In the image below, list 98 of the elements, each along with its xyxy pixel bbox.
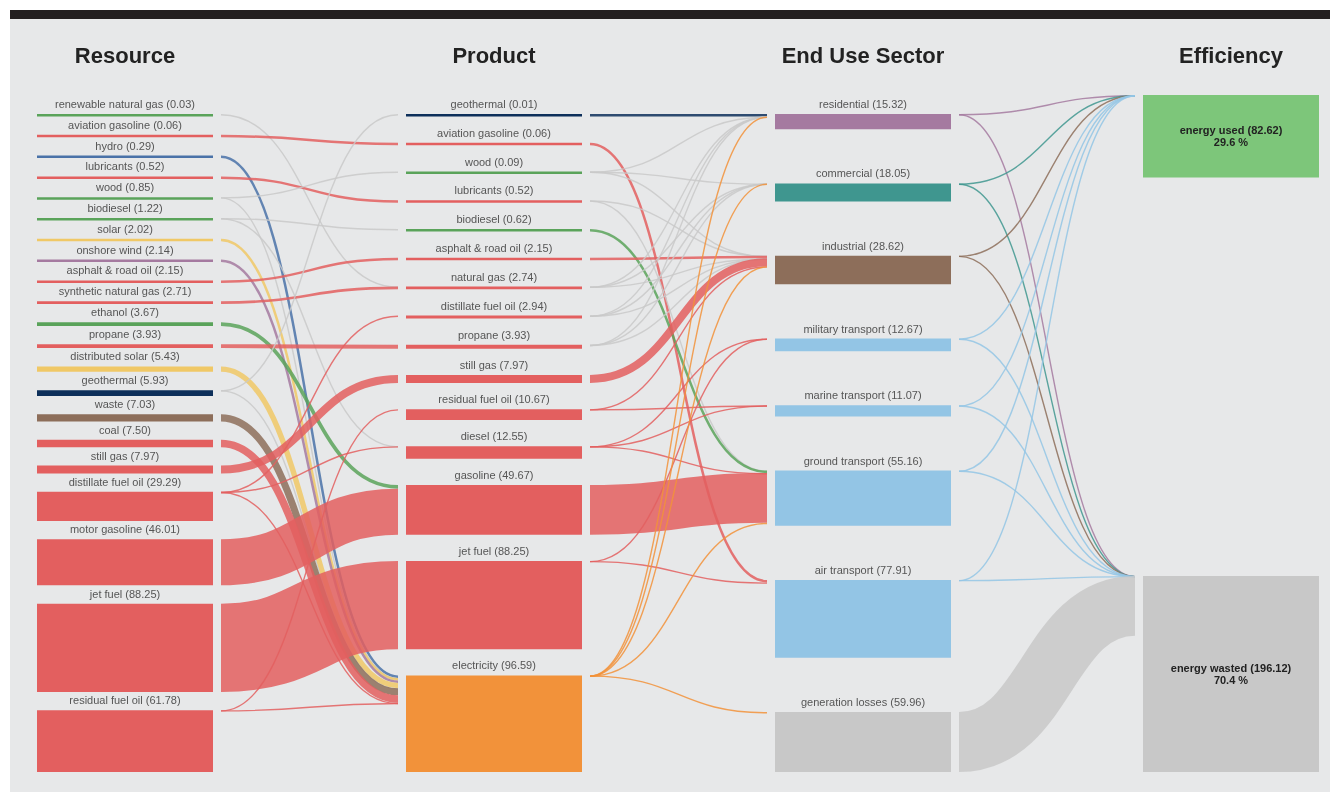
data-label: (196.12) xyxy=(1250,661,1292,674)
category-label: waste xyxy=(94,398,124,411)
category-label: solar xyxy=(97,222,122,235)
data-label: (0.01) xyxy=(508,98,538,110)
category-label: wood xyxy=(464,155,492,168)
category-label: industrial xyxy=(822,239,867,252)
category-label: air transport xyxy=(814,563,874,576)
text: Resource xyxy=(74,43,176,69)
category-label: residual fuel oil xyxy=(438,393,512,406)
category-label: distillate fuel oil xyxy=(440,299,516,312)
category-label: marine transport xyxy=(804,389,885,402)
data-label: (12.67) xyxy=(887,322,923,335)
data-label: (10.67) xyxy=(514,393,550,406)
category-label: still gas xyxy=(459,358,497,371)
data-label: (46.01) xyxy=(145,523,181,536)
data-label: (7.97) xyxy=(499,358,529,371)
category-label: biodiesel xyxy=(87,202,131,214)
category-label: jet fuel xyxy=(458,544,492,557)
category-label: biodiesel xyxy=(456,213,500,226)
data-label: (55.16) xyxy=(887,454,923,467)
data-label: (59.96) xyxy=(890,696,926,709)
category-label: renewable natural gas xyxy=(54,98,164,110)
data-label: (0.85) xyxy=(125,181,155,194)
category-label: asphalt & road oil xyxy=(435,241,521,254)
category-label: propane xyxy=(88,328,130,341)
category-label: gasoline xyxy=(454,468,496,481)
category-label: motor gasoline xyxy=(69,523,143,536)
category-label: ethanol xyxy=(91,306,128,319)
data-label: (0.06) xyxy=(153,118,182,131)
category-label: aviation gasoline xyxy=(68,118,151,131)
data-label: (5.43) xyxy=(150,350,180,363)
data-label: (2.71) xyxy=(162,285,192,298)
text: 70.4 % xyxy=(1212,673,1250,686)
category-label: diesel xyxy=(460,430,490,443)
data-label: (2.94) xyxy=(518,299,548,312)
data-label: (3.93) xyxy=(501,328,531,341)
data-label: (0.52) xyxy=(504,184,534,197)
data-label: (49.67) xyxy=(498,468,534,481)
category-label: residual fuel oil xyxy=(69,694,143,707)
data-label: (28.62) xyxy=(869,239,904,252)
category-label: energy wasted xyxy=(1170,661,1248,674)
data-label: (2.15) xyxy=(523,241,553,254)
data-label: (7.50) xyxy=(122,423,151,436)
data-label: (2.74) xyxy=(508,270,538,283)
text: 29.6 % xyxy=(1212,136,1250,149)
category-label: distributed solar xyxy=(70,350,148,363)
category-label: lubricants xyxy=(85,160,133,173)
data-label: (7.97) xyxy=(130,449,160,462)
category-label: lubricants xyxy=(454,184,502,197)
data-label: (77.91) xyxy=(876,563,912,576)
category-label: jet fuel xyxy=(89,587,123,600)
data-label: (0.03) xyxy=(166,98,196,110)
data-label: (11.07) xyxy=(887,389,922,402)
data-label: (0.06) xyxy=(522,126,551,139)
category-label: distillate fuel oil xyxy=(68,475,144,488)
data-label: (2.14) xyxy=(144,243,174,256)
category-label: ground transport xyxy=(803,454,885,467)
data-label: (12.55) xyxy=(492,430,528,443)
data-label: (3.67) xyxy=(130,306,159,319)
data-label: (88.25) xyxy=(125,587,161,600)
data-label: (96.59) xyxy=(501,659,536,672)
data-label: (61.78) xyxy=(145,694,181,707)
category-label: asphalt & road oil xyxy=(66,264,152,277)
data-label: (18.05) xyxy=(875,167,911,180)
category-label: propane xyxy=(457,328,499,341)
data-label: (7.03) xyxy=(126,398,156,411)
data-label: (1.22) xyxy=(133,202,163,214)
data-label: (2.02) xyxy=(124,222,153,235)
data-label: (29.29) xyxy=(146,475,182,488)
category-label: aviation gasoline xyxy=(437,126,520,139)
category-label: energy used xyxy=(1179,124,1245,137)
category-label: synthetic natural gas xyxy=(58,285,160,298)
data-label: (88.25) xyxy=(494,544,530,557)
data-label: (15.32) xyxy=(872,98,908,110)
category-label: electricity xyxy=(452,659,498,672)
category-label: geothermal xyxy=(450,98,506,110)
category-label: hydro xyxy=(95,139,123,152)
data-label: (5.93) xyxy=(139,374,169,387)
data-label: (0.52) xyxy=(135,160,165,173)
text: Product xyxy=(452,43,536,69)
category-label: residential xyxy=(818,98,870,110)
category-label: natural gas xyxy=(450,270,506,283)
data-label: (0.62) xyxy=(502,213,532,226)
data-label: (0.09) xyxy=(494,155,524,168)
text: End Use Sector xyxy=(781,43,945,69)
category-label: still gas xyxy=(90,449,128,462)
category-label: commercial xyxy=(815,167,873,180)
category-label: geothermal xyxy=(81,374,137,387)
data-label: (82.62) xyxy=(1247,124,1283,137)
category-label: coal xyxy=(99,423,120,436)
category-label: military transport xyxy=(803,322,885,335)
data-label: (0.29) xyxy=(125,139,155,152)
category-label: onshore wind xyxy=(76,243,142,256)
category-label: generation losses xyxy=(800,696,888,709)
data-label: (3.93) xyxy=(132,328,162,341)
data-label: (2.15) xyxy=(154,264,184,277)
text: Efficiency xyxy=(1179,43,1283,69)
category-label: wood xyxy=(95,181,123,194)
